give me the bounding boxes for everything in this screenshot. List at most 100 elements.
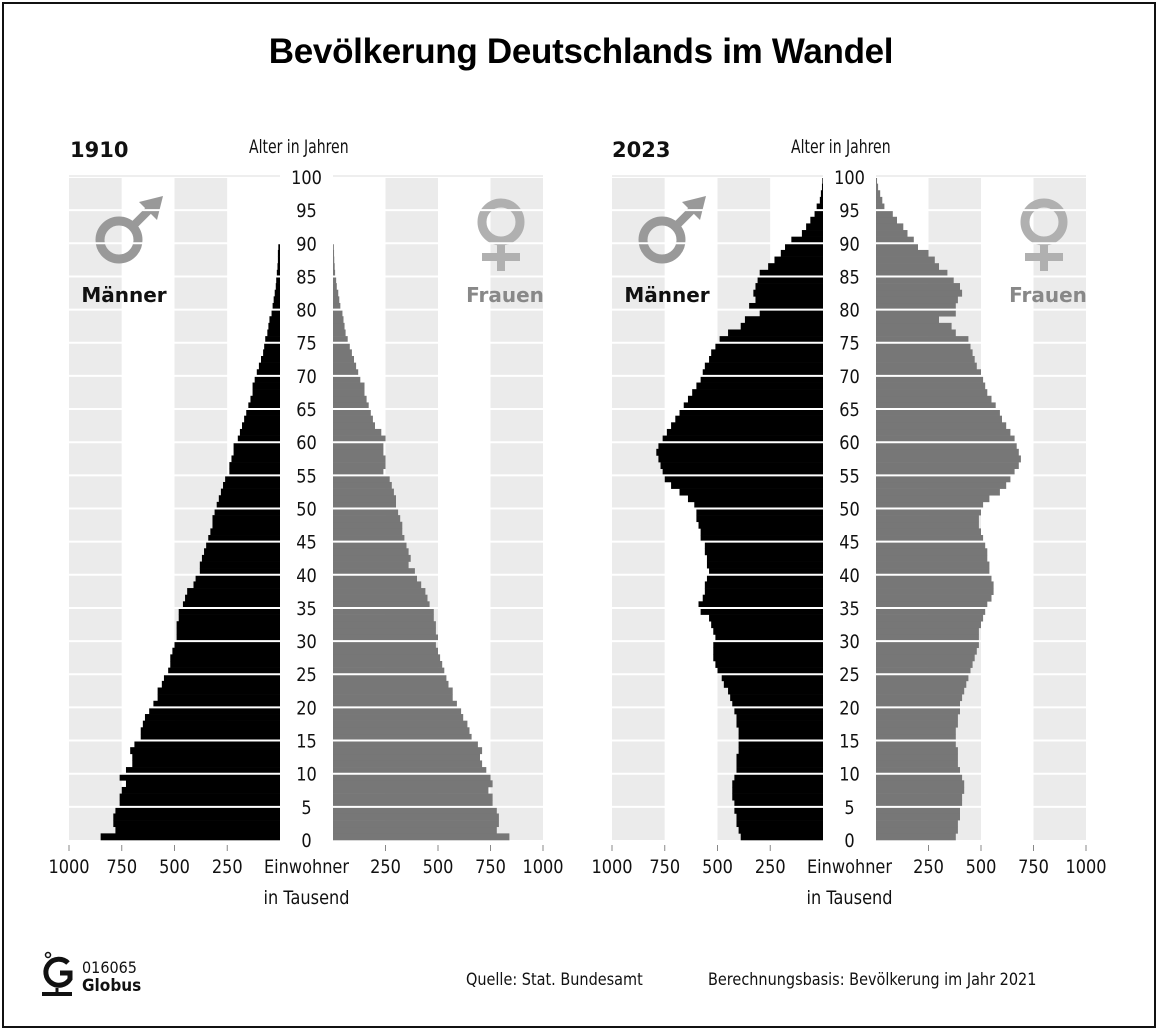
male-bar <box>732 780 823 788</box>
female-bar <box>333 362 357 370</box>
female-bar <box>333 495 396 503</box>
female-bar <box>333 660 443 668</box>
age-tick-label: 50 <box>839 499 860 521</box>
age-tick-label: 90 <box>296 234 317 256</box>
female-bar <box>333 621 436 629</box>
male-bar <box>121 786 280 794</box>
x-tick-label: 1000 <box>1065 857 1106 879</box>
male-bar <box>134 740 280 748</box>
female-bar <box>876 826 958 834</box>
male-bar <box>791 236 823 244</box>
male-bar <box>801 230 823 237</box>
male-bar <box>656 448 823 456</box>
female-bar <box>333 283 337 291</box>
male-bar <box>176 627 280 635</box>
female-bar <box>333 356 354 363</box>
male-bar <box>700 528 823 536</box>
male-bar <box>153 700 280 708</box>
female-bar <box>333 468 384 476</box>
male-bar <box>719 336 823 344</box>
age-tick-label: 45 <box>839 532 860 554</box>
female-bar <box>876 263 939 271</box>
age-tick-label: 5 <box>844 798 854 820</box>
female-bar <box>333 375 361 383</box>
female-bar <box>333 634 438 642</box>
male-bar <box>704 581 823 589</box>
male-bar <box>806 223 823 231</box>
male-bar <box>204 548 280 556</box>
male-bar <box>658 455 823 463</box>
male-bar <box>248 402 280 410</box>
male-bar <box>140 733 280 741</box>
x-tick-label: 500 <box>966 857 997 879</box>
male-bar <box>810 216 823 224</box>
female-bar <box>333 820 499 828</box>
logo-name: Globus <box>82 976 142 996</box>
female-bar <box>333 322 345 330</box>
male-bar <box>692 389 823 397</box>
age-tick-label: 5 <box>301 798 311 820</box>
female-symbol-icon <box>477 198 525 271</box>
male-bar <box>755 296 823 304</box>
female-bar <box>333 488 394 496</box>
female-bar <box>333 329 346 337</box>
female-bar <box>876 707 960 715</box>
male-bar <box>100 833 281 841</box>
female-bar <box>333 561 409 569</box>
male-bar <box>206 541 280 549</box>
female-bar <box>876 660 973 668</box>
male-bar <box>662 468 823 476</box>
male-bar <box>713 641 823 649</box>
male-bar <box>738 733 823 741</box>
female-bar <box>333 389 365 397</box>
female-bar <box>876 800 963 808</box>
male-bar <box>276 276 280 284</box>
male-bar <box>223 481 280 489</box>
female-bar <box>876 667 971 675</box>
female-bar <box>876 236 914 244</box>
age-axis-label-1910: Alter in Jahren <box>249 136 349 158</box>
female-bar <box>876 462 1019 470</box>
x-tick-label: 750 <box>106 857 137 879</box>
chart-title: Bevölkerung Deutschlands im Wandel <box>268 32 894 71</box>
age-tick-label: 30 <box>839 632 860 654</box>
female-bar <box>876 375 984 383</box>
female-bar <box>333 462 386 470</box>
female-bar <box>333 435 386 443</box>
female-bar <box>876 362 977 370</box>
male-bar <box>233 442 280 450</box>
female-bar <box>333 654 441 662</box>
female-bar <box>876 289 963 297</box>
female-bar <box>333 263 335 271</box>
male-bar <box>170 660 280 668</box>
male-bar <box>115 806 280 814</box>
age-tick-label: 65 <box>296 400 317 422</box>
male-bar <box>736 813 823 821</box>
female-bar <box>876 196 883 204</box>
male-bar <box>715 342 823 350</box>
male-bar <box>168 667 280 675</box>
female-bar <box>333 833 510 841</box>
male-bar <box>271 309 280 317</box>
male-bar <box>753 289 823 297</box>
male-bar <box>819 196 823 204</box>
age-tick-label: 55 <box>839 466 860 488</box>
male-bar <box>687 395 823 403</box>
basis-note: Berechnungsbasis: Bevölkerung im Jahr 20… <box>708 970 1037 990</box>
age-tick-label: 75 <box>839 334 860 356</box>
male-bar <box>683 402 823 410</box>
male-bar <box>700 375 823 383</box>
female-bar <box>876 568 990 576</box>
female-bar <box>333 680 449 688</box>
female-bar <box>333 309 343 317</box>
male-bar <box>199 568 280 576</box>
female-bar <box>876 641 979 649</box>
female-symbol-icon <box>1020 198 1068 271</box>
female-bar <box>876 276 954 284</box>
female-bar <box>876 468 1015 476</box>
female-bar <box>333 806 497 814</box>
male-bar <box>734 800 823 808</box>
female-label: Frauen <box>466 283 544 307</box>
female-bar <box>333 554 411 562</box>
